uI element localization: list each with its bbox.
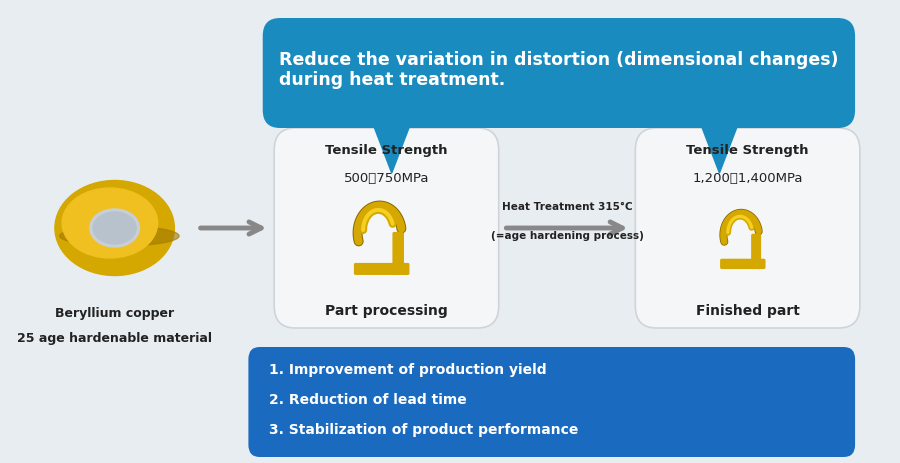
FancyBboxPatch shape	[635, 129, 860, 328]
Text: 1,200～1,400MPa: 1,200～1,400MPa	[692, 172, 803, 185]
Text: Heat Treatment 315°C: Heat Treatment 315°C	[501, 201, 633, 212]
Text: 25 age hardenable material: 25 age hardenable material	[17, 332, 212, 345]
Ellipse shape	[59, 226, 179, 246]
Text: Tensile Strength: Tensile Strength	[687, 144, 809, 157]
FancyBboxPatch shape	[263, 19, 855, 129]
Text: 1. Improvement of production yield: 1. Improvement of production yield	[269, 362, 547, 376]
FancyBboxPatch shape	[721, 260, 765, 269]
Text: Finished part: Finished part	[696, 303, 799, 317]
Polygon shape	[702, 129, 736, 174]
Ellipse shape	[90, 210, 140, 247]
Polygon shape	[374, 129, 409, 174]
FancyBboxPatch shape	[248, 347, 855, 457]
Text: 2. Reduction of lead time: 2. Reduction of lead time	[269, 392, 467, 406]
FancyBboxPatch shape	[752, 235, 760, 269]
Ellipse shape	[62, 188, 158, 258]
FancyBboxPatch shape	[393, 233, 403, 275]
Text: Reduce the variation in distortion (dimensional changes)
during heat treatment.: Reduce the variation in distortion (dime…	[279, 50, 839, 89]
Text: 3. Stabilization of product performance: 3. Stabilization of product performance	[269, 422, 579, 436]
Text: Tensile Strength: Tensile Strength	[325, 144, 447, 157]
Text: (=age hardening process): (=age hardening process)	[491, 231, 644, 240]
Text: Beryllium copper: Beryllium copper	[55, 307, 175, 320]
FancyBboxPatch shape	[274, 129, 499, 328]
Text: 500～750MPa: 500～750MPa	[344, 172, 429, 185]
Ellipse shape	[55, 181, 175, 276]
FancyBboxPatch shape	[355, 264, 409, 275]
Text: Part processing: Part processing	[325, 303, 448, 317]
Ellipse shape	[93, 213, 136, 244]
